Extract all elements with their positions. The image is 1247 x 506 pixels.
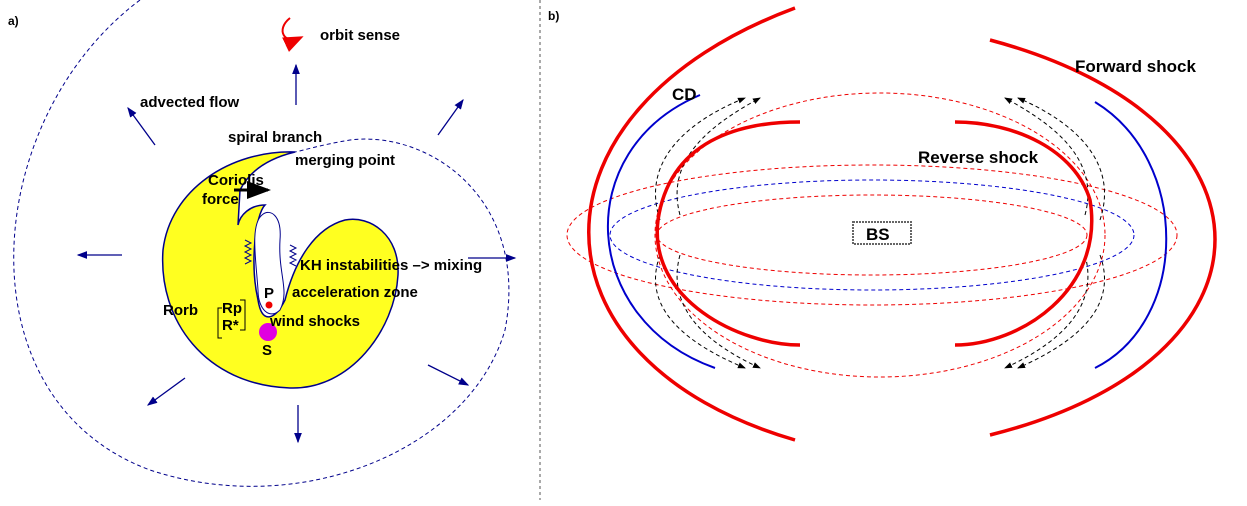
- panel-label: b): [548, 9, 559, 23]
- label: advected flow: [140, 94, 240, 111]
- panel-a: a) orbit sense advected flow spiral bran…: [8, 0, 515, 486]
- label: Coriolis: [208, 172, 264, 189]
- label: Rorb: [163, 302, 198, 319]
- label: wind shocks: [269, 313, 360, 330]
- figure: a) orbit sense advected flow spiral bran…: [0, 0, 1247, 506]
- label: Forward shock: [1075, 57, 1196, 76]
- label: CD: [672, 85, 697, 104]
- label: acceleration zone: [292, 284, 418, 301]
- label: BS: [866, 225, 890, 244]
- label: merging point: [295, 152, 395, 169]
- label: Rp: [222, 300, 242, 317]
- star-p: [266, 302, 273, 309]
- label: S: [262, 342, 272, 359]
- label: orbit sense: [320, 27, 400, 44]
- orbit-arrow: [283, 18, 300, 40]
- panel-b: b) CD Forward shock Reverse shock BS: [548, 8, 1215, 440]
- panel-label: a): [8, 14, 19, 28]
- label: KH instabilities –> mixing: [300, 257, 482, 274]
- label: P: [264, 285, 274, 302]
- label: force: [202, 191, 239, 208]
- label: spiral branch: [228, 129, 322, 146]
- label: R*: [222, 317, 239, 334]
- label: Reverse shock: [918, 148, 1039, 167]
